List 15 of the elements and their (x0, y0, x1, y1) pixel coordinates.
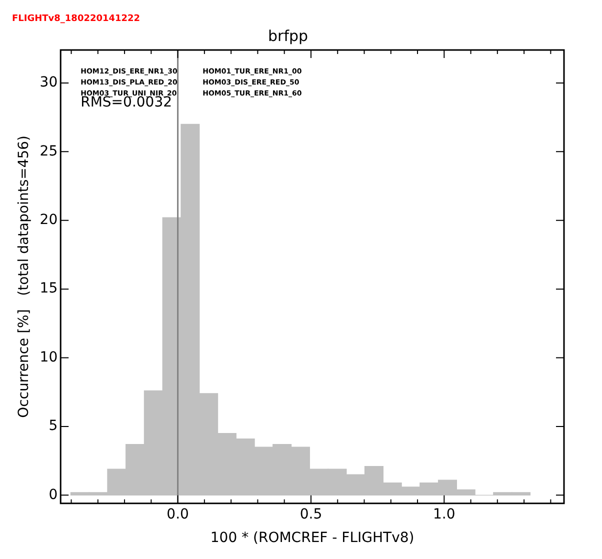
text: FLIGHTv8_180220141222 (12, 14, 140, 24)
y-tick-label: 0 (48, 486, 58, 503)
y-tick-label: 30 (40, 74, 58, 91)
y-tick-label: 20 (40, 212, 58, 228)
y-axis-title: Occurrence [%] (total datapoints=456) (16, 135, 32, 418)
x-tick-label: 1.0 (433, 506, 456, 522)
y-tick-label: 25 (40, 143, 58, 160)
y-tick-label: 5 (48, 418, 58, 434)
x-axis-title: 100 * (ROMCREF - FLIGHTv8) (210, 530, 414, 546)
x-tick-label: 0.0 (166, 506, 189, 522)
chart-title: brfpp (268, 26, 308, 45)
annotation: RMS=0.0032 (80, 94, 172, 111)
x-tick-label: 0.5 (300, 506, 322, 522)
y-tick-label: 10 (40, 349, 58, 366)
y-tick-label: 15 (40, 280, 58, 297)
